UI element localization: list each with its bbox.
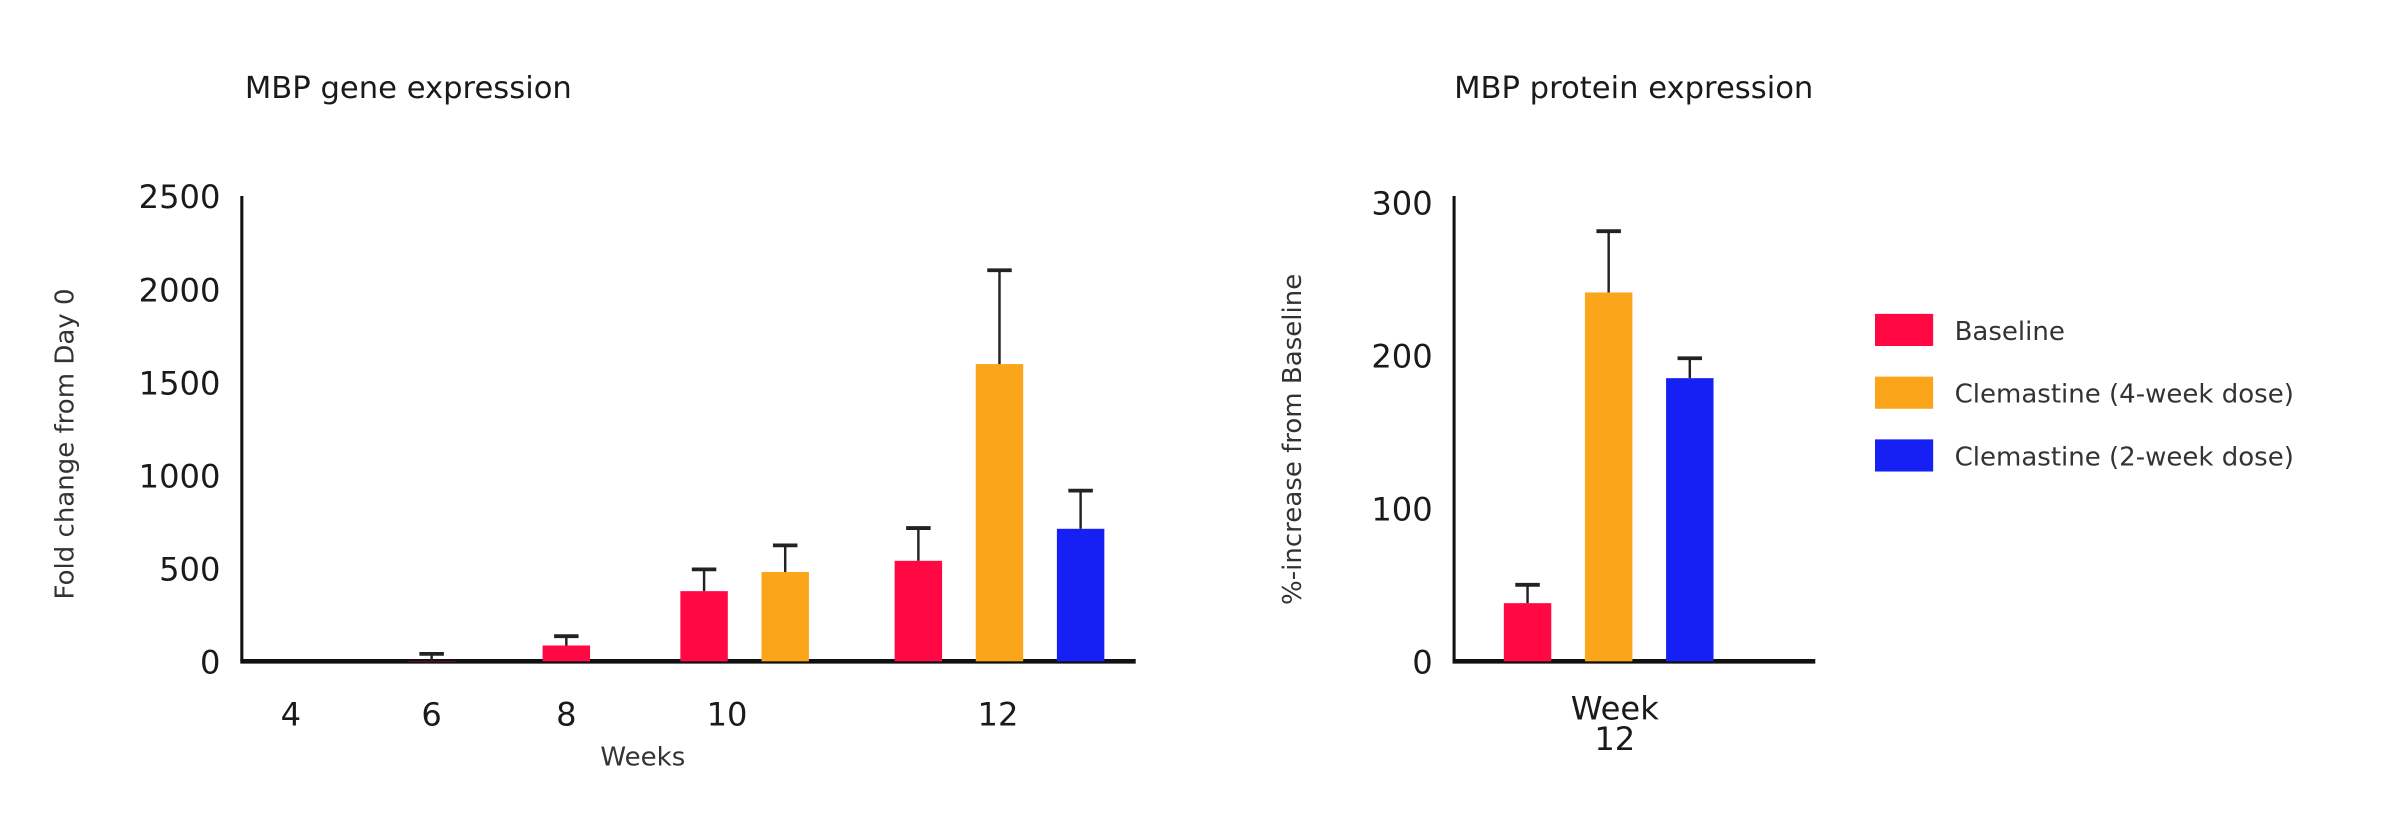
bar	[975, 364, 1024, 662]
y-tick-label: 2500	[139, 178, 221, 216]
bar	[1056, 528, 1105, 662]
x-axis-label: Weeks	[600, 742, 685, 772]
x-tick-label: 10	[707, 696, 748, 734]
chart-title: MBP gene expression	[245, 71, 572, 106]
bar	[1503, 603, 1552, 662]
y-tick-label: 200	[1371, 337, 1432, 375]
legend-label: Clemastine (4-week dose)	[1955, 380, 2294, 410]
legend-swatch	[1875, 439, 1934, 472]
bar	[542, 645, 591, 662]
x-tick-label: 6	[421, 696, 441, 734]
chart-title: MBP protein expression	[1454, 71, 1813, 106]
legend-swatch	[1875, 376, 1934, 409]
legend: Baseline Clemastine (4-week dose) Clemasti…	[1875, 313, 2294, 472]
protein-expression-chart: MBP protein expression %-increase from B…	[1278, 71, 1816, 758]
x-tick-label: 12	[978, 696, 1019, 734]
y-tick-label: 0	[1412, 644, 1432, 682]
legend-label: Clemastine (2-week dose)	[1955, 442, 2294, 472]
y-tick-label: 0	[200, 644, 220, 682]
y-tick-label: 1000	[139, 457, 221, 495]
y-tick-label: 2000	[139, 271, 221, 309]
y-tick-label: 1500	[139, 364, 221, 402]
y-axis-label: %-increase from Baseline	[1278, 274, 1308, 605]
y-axis-label: Fold change from Day 0	[50, 288, 80, 599]
bar	[1666, 378, 1714, 662]
x-tick-label: 4	[281, 696, 301, 734]
bar	[761, 571, 809, 662]
bar	[680, 591, 728, 662]
y-tick-label: 500	[159, 551, 220, 589]
bar	[894, 560, 943, 662]
gene-expression-chart: MBP gene expression Fold change from Day…	[50, 71, 1136, 772]
y-tick-label: 100	[1371, 491, 1432, 529]
x-tick-label-line1: Week	[1571, 689, 1659, 727]
y-tick-label: 300	[1371, 184, 1432, 222]
bar	[1584, 292, 1633, 662]
x-tick-label-line2: 12	[1594, 720, 1635, 758]
x-tick-label: 8	[556, 696, 576, 734]
legend-label: Baseline	[1955, 317, 2065, 347]
legend-swatch	[1875, 313, 1934, 347]
